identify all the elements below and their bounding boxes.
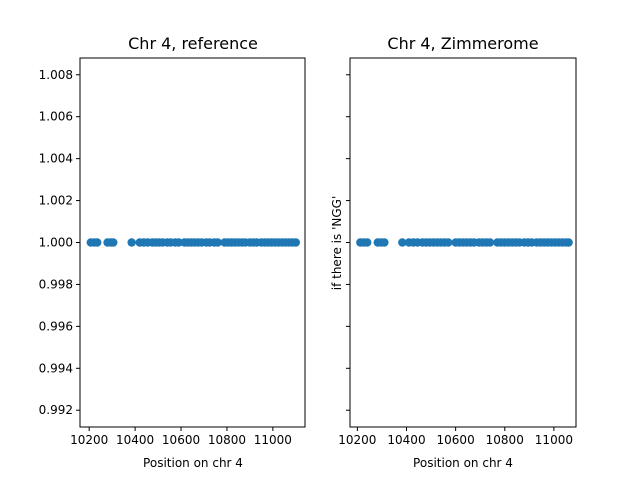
y-tick-label: 1.006 [39,110,73,124]
y-tick-label: 1.002 [39,194,73,208]
y-tick-label: 1.008 [39,68,73,82]
panel-zimmerome-points [356,238,573,247]
x-tick-label: 11000 [254,433,292,447]
panel-zimmerome: Chr 4, Zimmerome 10200 10400 10600 10800 110… [330,34,577,470]
data-point [564,238,573,247]
panel-zimmerome-x-axis-label: Position on chr 4 [413,456,513,470]
y-tick-label: 1.000 [39,236,73,250]
panel-zimmerome-frame [349,57,577,428]
x-tick-label: 10800 [486,433,524,447]
panel-reference-y-ticks: 0.992 0.994 0.996 0.998 1.000 1.002 1.004 1.006… [39,68,80,417]
panel-reference-title: Chr 4, reference [128,34,258,53]
panel-zimmerome-x-ticks: 10200 10400 10600 10800 11000 [338,427,573,447]
data-point [363,238,372,247]
data-point [398,238,407,247]
data-point [444,238,453,247]
x-tick-label: 10600 [437,433,475,447]
data-point [93,238,102,247]
data-point [174,238,183,247]
y-tick-label: 0.998 [39,277,73,291]
panel-zimmerome-title: Chr 4, Zimmerome [387,34,538,53]
y-tick-label: 1.004 [39,152,73,166]
panel-reference-x-ticks: 10200 10400 10600 10800 11000 [70,427,292,447]
x-tick-label: 11000 [535,433,573,447]
panel-reference: Chr 4, reference 10200 10400 10600 10800 110… [39,34,306,470]
x-tick-label: 10200 [338,433,376,447]
data-point [485,238,495,247]
data-point [380,238,389,247]
panel-reference-points [86,238,301,247]
data-point [213,238,222,247]
x-tick-label: 10400 [116,433,154,447]
y-tick-label: 0.994 [39,361,73,375]
x-tick-label: 10200 [70,433,108,447]
x-tick-label: 10800 [208,433,246,447]
panel-zimmerome-y-ticks [346,74,350,411]
y-tick-label: 0.992 [39,403,73,417]
data-point [127,238,136,247]
panel-reference-x-axis-label: Position on chr 4 [143,456,243,470]
data-point [109,238,118,247]
y-tick-label: 0.996 [39,319,73,333]
x-tick-label: 10600 [162,433,200,447]
x-tick-label: 10400 [387,433,425,447]
data-point [291,238,301,247]
panel-reference-frame [79,57,306,428]
panel-zimmerome-y-axis-label: if there is 'NGG' [330,196,344,291]
